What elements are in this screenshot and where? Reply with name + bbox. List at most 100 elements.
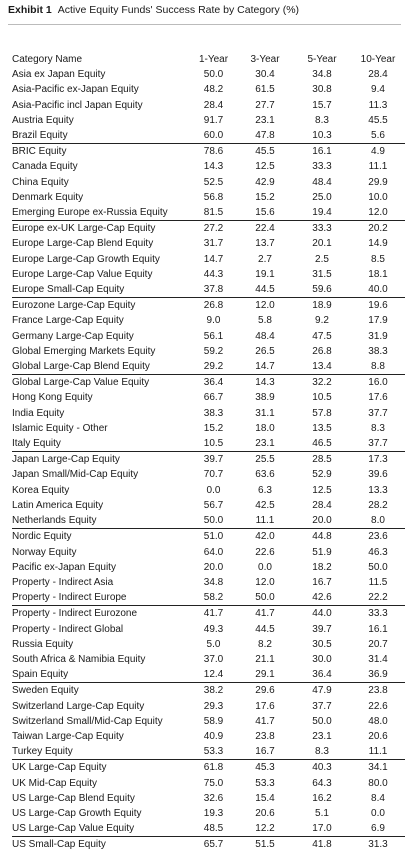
value-cell: 80.0 <box>368 777 388 789</box>
value-cell: 8.2 <box>258 638 272 650</box>
value-cell: 14.7 <box>203 253 224 265</box>
category-name-cell: Germany Large-Cap Equity <box>12 330 134 342</box>
value-cell: 19.4 <box>293 205 351 222</box>
table-row: Islamic Equity - Other 15.2 18.0 13.5 8.3 <box>12 421 405 436</box>
header-10-year: 10-Year <box>360 54 396 65</box>
value-cell: 12.0 <box>351 205 405 222</box>
value-cell: 2.7 <box>258 253 272 265</box>
category-name-cell: UK Large-Cap Equity <box>12 762 107 774</box>
value-cell: 23.1 <box>255 114 275 126</box>
value-cell: 91.7 <box>203 114 224 126</box>
table-row: Italy Equity 10.5 23.1 46.5 37.7 <box>12 436 405 453</box>
category-name-cell: Global Large-Cap Blend Equity <box>12 359 190 376</box>
value-cell: 27.2 <box>203 223 224 235</box>
category-name-cell: Norway Equity <box>12 546 77 558</box>
category-name-cell: US Large-Cap Blend Equity <box>12 792 135 804</box>
category-name-cell: Korea Equity <box>12 484 70 496</box>
value-cell: 44.8 <box>312 531 332 543</box>
category-name-cell: BRIC Equity <box>12 146 67 158</box>
value-cell: 65.7 <box>203 839 224 851</box>
value-cell: 42.5 <box>255 499 275 511</box>
value-cell: 8.3 <box>315 114 329 126</box>
category-name-cell: Russia Equity <box>12 638 74 650</box>
value-cell: 75.0 <box>203 777 224 789</box>
value-cell: 20.0 <box>293 513 351 530</box>
category-name-cell: Emerging Europe ex-Russia Equity <box>12 205 190 222</box>
value-cell: 18.1 <box>368 268 388 280</box>
value-cell: 51.9 <box>312 546 332 558</box>
value-cell: 50.0 <box>237 590 293 607</box>
value-cell: 78.6 <box>203 146 224 158</box>
table-row: Europe Large-Cap Growth Equity 14.7 2.7 2.5… <box>12 252 405 267</box>
value-cell: 41.7 <box>203 608 224 620</box>
value-cell: 16.1 <box>312 146 332 158</box>
value-cell: 53.3 <box>255 777 275 789</box>
value-cell: 20.6 <box>368 730 388 742</box>
value-cell: 10.5 <box>312 392 332 404</box>
table-row: Turkey Equity 53.3 16.7 8.3 11.1 <box>12 744 405 761</box>
value-cell: 50.0 <box>190 513 237 530</box>
category-name-cell: Switzerland Small/Mid-Cap Equity <box>12 715 163 727</box>
value-cell: 14.3 <box>255 377 275 389</box>
value-cell: 38.2 <box>203 685 224 697</box>
value-cell: 13.4 <box>293 359 351 376</box>
table-row: US Small-Cap Equity 65.7 51.5 41.8 31.3 <box>12 837 405 853</box>
category-name-cell: Property - Indirect Global <box>12 623 124 635</box>
category-name-cell: Sweden Equity <box>12 685 79 697</box>
category-name-cell: Austria Equity <box>12 114 74 126</box>
value-cell: 20.7 <box>368 638 388 650</box>
value-cell: 16.7 <box>237 744 293 761</box>
value-cell: 37.7 <box>368 407 388 419</box>
value-cell: 15.2 <box>203 422 224 434</box>
value-cell: 13.3 <box>368 484 388 496</box>
value-cell: 51.5 <box>255 839 275 851</box>
value-cell: 25.0 <box>312 191 332 203</box>
table-row: UK Mid-Cap Equity 75.0 53.3 64.3 80.0 <box>12 776 405 791</box>
value-cell: 64.3 <box>312 777 332 789</box>
value-cell: 30.4 <box>255 69 275 81</box>
value-cell: 19.1 <box>255 268 275 280</box>
table-row: Pacific ex-Japan Equity 20.0 0.0 18.2 50.0 <box>12 560 405 575</box>
value-cell: 8.3 <box>293 744 351 761</box>
category-name-cell: Asia ex Japan Equity <box>12 69 106 81</box>
value-cell: 8.4 <box>371 792 385 804</box>
category-name-cell: US Large-Cap Value Equity <box>12 821 190 838</box>
category-name-cell: Eurozone Large-Cap Equity <box>12 300 136 312</box>
value-cell: 26.5 <box>255 345 275 357</box>
value-cell: 61.8 <box>203 762 224 774</box>
table-row: Japan Large-Cap Equity 39.7 25.5 28.5 17.3 <box>12 452 405 468</box>
table-row: Japan Small/Mid-Cap Equity 70.7 63.6 52.9 39… <box>12 467 405 482</box>
category-name-cell: France Large-Cap Equity <box>12 315 124 327</box>
table-row: US Large-Cap Value Equity 48.5 12.2 17.0 6.9 <box>12 821 405 838</box>
value-cell: 11.1 <box>368 161 388 173</box>
category-name-cell: Property - Indirect Europe <box>12 590 190 607</box>
value-cell: 61.5 <box>255 84 275 96</box>
value-cell: 22.6 <box>368 700 388 712</box>
value-cell: 46.3 <box>368 546 388 558</box>
category-name-cell: Taiwan Large-Cap Equity <box>12 730 124 742</box>
category-name-cell: Pacific ex-Japan Equity <box>12 561 116 573</box>
value-cell: 28.4 <box>368 69 388 81</box>
value-cell: 52.5 <box>203 176 224 188</box>
value-cell: 20.2 <box>368 223 388 235</box>
table-row: Global Large-Cap Value Equity 36.4 14.3 32.… <box>12 375 405 391</box>
table-row: Europe ex-UK Large-Cap Equity 27.2 22.4 33.… <box>12 221 405 237</box>
table-row: Switzerland Large-Cap Equity 29.3 17.6 37.7… <box>12 699 405 714</box>
value-cell: 30.0 <box>312 653 332 665</box>
value-cell: 36.9 <box>351 667 405 684</box>
value-cell: 20.1 <box>312 238 332 250</box>
value-cell: 39.7 <box>312 623 332 635</box>
table-row: Global Emerging Markets Equity 59.2 26.5 26… <box>12 344 405 359</box>
table-row: Germany Large-Cap Equity 56.1 48.4 47.5 31.9 <box>12 329 405 344</box>
table-row: Europe Small-Cap Equity 37.8 44.5 59.6 40.0 <box>12 282 405 299</box>
value-cell: 19.3 <box>203 807 224 819</box>
category-name-cell: Europe Large-Cap Blend Equity <box>12 238 154 250</box>
table-row: UK Large-Cap Equity 61.8 45.3 40.3 34.1 <box>12 760 405 776</box>
value-cell: 36.4 <box>293 667 351 684</box>
value-cell: 41.7 <box>255 715 275 727</box>
value-cell: 31.9 <box>368 330 388 342</box>
table-row: Global Large-Cap Blend Equity 29.2 14.7 13.… <box>12 359 405 376</box>
value-cell: 38.3 <box>203 407 224 419</box>
category-name-cell: Property - Indirect Asia <box>12 576 114 588</box>
value-cell: 58.2 <box>190 590 237 607</box>
